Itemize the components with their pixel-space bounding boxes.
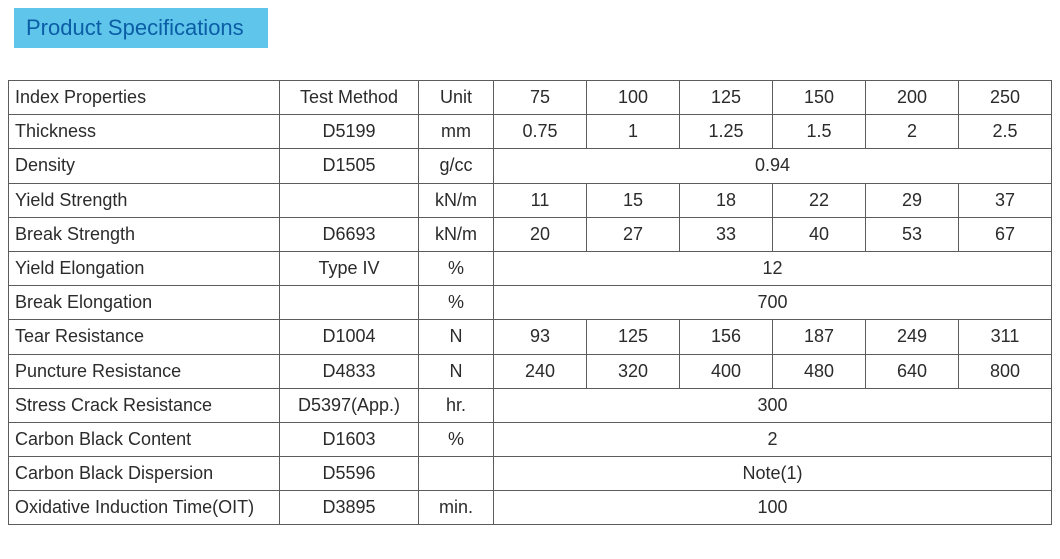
cell-unit: g/cc — [419, 149, 494, 183]
cell-value: 53 — [866, 217, 959, 251]
cell-unit: hr. — [419, 388, 494, 422]
table-row: Break Elongation%700 — [9, 286, 1052, 320]
cell-prop: Density — [9, 149, 280, 183]
header-val-4: 200 — [866, 81, 959, 115]
cell-value: 320 — [587, 354, 680, 388]
cell-method — [280, 286, 419, 320]
cell-method: D5397(App.) — [280, 388, 419, 422]
cell-prop: Yield Strength — [9, 183, 280, 217]
cell-value: 27 — [587, 217, 680, 251]
cell-prop: Yield Elongation — [9, 251, 280, 285]
cell-value: 240 — [494, 354, 587, 388]
cell-unit: N — [419, 354, 494, 388]
cell-value: 249 — [866, 320, 959, 354]
cell-unit: kN/m — [419, 183, 494, 217]
table-row: ThicknessD5199mm0.7511.251.522.5 — [9, 115, 1052, 149]
header-val-0: 75 — [494, 81, 587, 115]
cell-value: 125 — [587, 320, 680, 354]
cell-unit: % — [419, 286, 494, 320]
cell-prop: Puncture Resistance — [9, 354, 280, 388]
cell-prop: Oxidative Induction Time(OIT) — [9, 491, 280, 525]
table-row: DensityD1505g/cc0.94 — [9, 149, 1052, 183]
cell-value-span: 700 — [494, 286, 1052, 320]
table-row: Carbon Black DispersionD5596 Note(1) — [9, 457, 1052, 491]
cell-prop: Thickness — [9, 115, 280, 149]
cell-prop: Carbon Black Dispersion — [9, 457, 280, 491]
cell-method: D4833 — [280, 354, 419, 388]
cell-value: 400 — [680, 354, 773, 388]
cell-value: 37 — [959, 183, 1052, 217]
cell-value: 0.75 — [494, 115, 587, 149]
cell-value-span: 100 — [494, 491, 1052, 525]
cell-value: 311 — [959, 320, 1052, 354]
cell-value: 20 — [494, 217, 587, 251]
header-val-2: 125 — [680, 81, 773, 115]
cell-value: 15 — [587, 183, 680, 217]
header-val-5: 250 — [959, 81, 1052, 115]
cell-unit: N — [419, 320, 494, 354]
cell-value: 1 — [587, 115, 680, 149]
table-row: Carbon Black ContentD1603%2 — [9, 422, 1052, 456]
cell-unit — [419, 457, 494, 491]
table-row: Yield Strength kN/m111518222937 — [9, 183, 1052, 217]
header-row: Index Properties Test Method Unit 75 100… — [9, 81, 1052, 115]
cell-value: 2.5 — [959, 115, 1052, 149]
cell-value: 800 — [959, 354, 1052, 388]
cell-prop: Break Elongation — [9, 286, 280, 320]
table-row: Puncture ResistanceD4833N240320400480640… — [9, 354, 1052, 388]
specifications-table: Index Properties Test Method Unit 75 100… — [8, 80, 1052, 525]
cell-value-span: 2 — [494, 422, 1052, 456]
cell-prop: Stress Crack Resistance — [9, 388, 280, 422]
cell-method: D3895 — [280, 491, 419, 525]
header-val-1: 100 — [587, 81, 680, 115]
cell-value-span: Note(1) — [494, 457, 1052, 491]
table-row: Break StrengthD6693kN/m202733405367 — [9, 217, 1052, 251]
cell-value: 29 — [866, 183, 959, 217]
cell-value-span: 300 — [494, 388, 1052, 422]
cell-value-span: 0.94 — [494, 149, 1052, 183]
cell-value-span: 12 — [494, 251, 1052, 285]
header-method: Test Method — [280, 81, 419, 115]
cell-value: 67 — [959, 217, 1052, 251]
cell-value: 1.5 — [773, 115, 866, 149]
table-row: Oxidative Induction Time(OIT)D3895min.10… — [9, 491, 1052, 525]
cell-value: 93 — [494, 320, 587, 354]
cell-prop: Tear Resistance — [9, 320, 280, 354]
cell-prop: Break Strength — [9, 217, 280, 251]
cell-value: 480 — [773, 354, 866, 388]
cell-method: Type IV — [280, 251, 419, 285]
header-prop: Index Properties — [9, 81, 280, 115]
cell-method: D6693 — [280, 217, 419, 251]
table-row: Tear ResistanceD1004N93125156187249311 — [9, 320, 1052, 354]
cell-value: 2 — [866, 115, 959, 149]
header-val-3: 150 — [773, 81, 866, 115]
cell-method: D5596 — [280, 457, 419, 491]
cell-value: 1.25 — [680, 115, 773, 149]
table-row: Stress Crack ResistanceD5397(App.)hr.300 — [9, 388, 1052, 422]
cell-value: 640 — [866, 354, 959, 388]
cell-value: 33 — [680, 217, 773, 251]
header-unit: Unit — [419, 81, 494, 115]
cell-unit: min. — [419, 491, 494, 525]
cell-unit: % — [419, 422, 494, 456]
cell-method: D5199 — [280, 115, 419, 149]
cell-method: D1603 — [280, 422, 419, 456]
cell-value: 22 — [773, 183, 866, 217]
cell-method: D1505 — [280, 149, 419, 183]
cell-value: 18 — [680, 183, 773, 217]
table-row: Yield ElongationType IV%12 — [9, 251, 1052, 285]
cell-value: 11 — [494, 183, 587, 217]
cell-value: 156 — [680, 320, 773, 354]
cell-method — [280, 183, 419, 217]
cell-prop: Carbon Black Content — [9, 422, 280, 456]
heading-banner: Product Specifications — [14, 8, 268, 48]
cell-value: 187 — [773, 320, 866, 354]
cell-unit: mm — [419, 115, 494, 149]
cell-unit: kN/m — [419, 217, 494, 251]
cell-unit: % — [419, 251, 494, 285]
cell-value: 40 — [773, 217, 866, 251]
cell-method: D1004 — [280, 320, 419, 354]
heading-text: Product Specifications — [26, 15, 244, 40]
